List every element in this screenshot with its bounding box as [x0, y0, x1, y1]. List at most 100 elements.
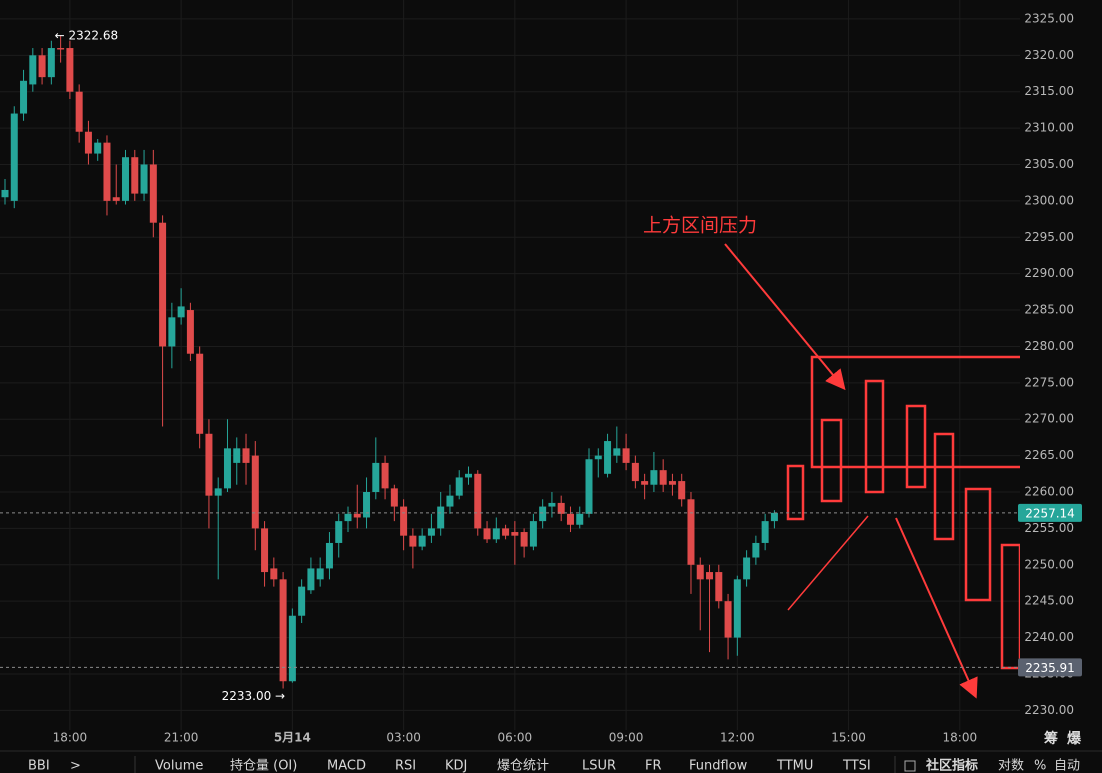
y-tick-label: 2305.00	[1024, 157, 1074, 171]
candle-body	[427, 528, 435, 536]
candle-body	[492, 528, 500, 540]
candle-body	[613, 448, 621, 456]
corner-label: 筹	[1044, 730, 1058, 747]
candle-body	[400, 506, 408, 536]
candle-body	[659, 470, 667, 485]
candle-body	[10, 113, 18, 201]
corner-label: 爆	[1067, 730, 1082, 747]
y-tick-label: 2260.00	[1024, 485, 1074, 499]
candle-body	[576, 513, 584, 525]
candle-body	[344, 513, 352, 522]
candle-body	[66, 48, 74, 92]
indicator-tab[interactable]: MACD	[327, 759, 366, 773]
candle-body	[687, 499, 695, 565]
annotation: 上方区间压力	[643, 215, 757, 237]
candle-body	[325, 542, 333, 569]
candle-body	[390, 488, 398, 507]
candle-body	[733, 579, 741, 638]
y-tick-label: 2295.00	[1024, 230, 1074, 244]
x-tick-label: 5月14	[274, 731, 311, 745]
projection-box	[905, 404, 927, 489]
candle-body	[353, 513, 361, 518]
indicator-tab[interactable]: Volume	[155, 759, 203, 773]
indicator-tab[interactable]: LSUR	[582, 759, 616, 773]
y-tick-label: 2240.00	[1024, 630, 1074, 644]
candle-body	[761, 521, 769, 543]
y-tick-label: 2325.00	[1024, 11, 1074, 25]
candle-body	[29, 55, 37, 85]
indicator-tab[interactable]: >	[70, 759, 81, 773]
candle-body	[159, 222, 167, 347]
candle-body	[168, 317, 176, 347]
candle-body	[261, 528, 269, 573]
candle-body	[381, 462, 389, 489]
candle-body	[214, 488, 222, 496]
y-tick-label: 2320.00	[1024, 48, 1074, 62]
indicator-tab[interactable]: FR	[645, 759, 662, 773]
toolbar: BBI > Volume 持仓量 (OI) MACD RSI KDJ 爆仓统计 LSUR FR Fu…	[28, 756, 1080, 773]
candle-body	[437, 506, 445, 529]
x-tick-label: 06:00	[498, 731, 533, 745]
candle-body	[103, 142, 111, 201]
y-tick-label: 2275.00	[1024, 375, 1074, 389]
projection-box	[864, 379, 885, 494]
x-tick-label: 03:00	[386, 731, 421, 745]
candles	[1, 35, 778, 689]
candle-body	[251, 455, 259, 529]
candle-body	[502, 528, 510, 536]
candle-body	[511, 532, 519, 536]
y-tick-label: 2285.00	[1024, 303, 1074, 317]
candle-body	[205, 433, 213, 496]
candle-body	[650, 470, 658, 485]
candle-body	[409, 535, 417, 547]
candle-body	[631, 462, 639, 482]
candle-body	[223, 448, 231, 489]
indicator-tab[interactable]: KDJ	[445, 759, 467, 773]
candle-body	[548, 502, 556, 507]
y-axis: 2230.002235.002240.002245.002250.002255.…	[1020, 0, 1102, 751]
edit-icon[interactable]	[904, 760, 916, 772]
candle-body	[47, 48, 55, 78]
x-tick-label: 21:00	[164, 731, 199, 745]
toolbar-option[interactable]: 社区指标	[925, 758, 978, 773]
candle-body	[20, 80, 28, 114]
candle-body	[149, 164, 157, 223]
x-tick-label: 15:00	[831, 731, 866, 745]
candle-body	[298, 586, 306, 616]
candle-body	[94, 142, 102, 154]
arrow	[895, 517, 978, 699]
toolbar-option[interactable]: 对数	[998, 759, 1024, 773]
candle-body	[288, 615, 296, 682]
candle-body	[455, 477, 463, 496]
candle-body	[604, 441, 612, 474]
indicator-tab[interactable]: 爆仓统计	[497, 759, 549, 773]
candle-body	[307, 568, 315, 591]
y-tick-label: 2270.00	[1024, 412, 1074, 426]
indicator-tab[interactable]: BBI	[28, 759, 50, 773]
indicator-tab[interactable]: RSI	[395, 759, 416, 773]
x-tick-label: 12:00	[720, 731, 755, 745]
indicator-tab[interactable]: TTMU	[776, 759, 813, 773]
projection-box	[964, 487, 992, 602]
y-tick-label: 2290.00	[1024, 266, 1074, 280]
candle-body	[418, 535, 426, 547]
candle-body	[242, 448, 250, 463]
candle-body	[706, 572, 714, 580]
candle-body	[770, 512, 778, 522]
candle-body	[715, 572, 723, 602]
candle-body	[724, 601, 732, 638]
toolbar-option[interactable]: %	[1034, 759, 1046, 773]
toolbar-option[interactable]: 自动	[1054, 759, 1080, 773]
candle-body	[585, 459, 593, 514]
candle-body	[465, 473, 472, 478]
high-marker: ← 2322.68	[55, 28, 118, 42]
indicator-tab[interactable]: Fundflow	[689, 759, 748, 773]
indicator-tab[interactable]: 持仓量 (OI)	[230, 759, 297, 773]
projection-box	[933, 432, 955, 541]
y-tick-label: 2245.00	[1024, 594, 1074, 608]
candle-body	[270, 568, 278, 580]
indicator-tab[interactable]: TTSI	[842, 759, 871, 773]
